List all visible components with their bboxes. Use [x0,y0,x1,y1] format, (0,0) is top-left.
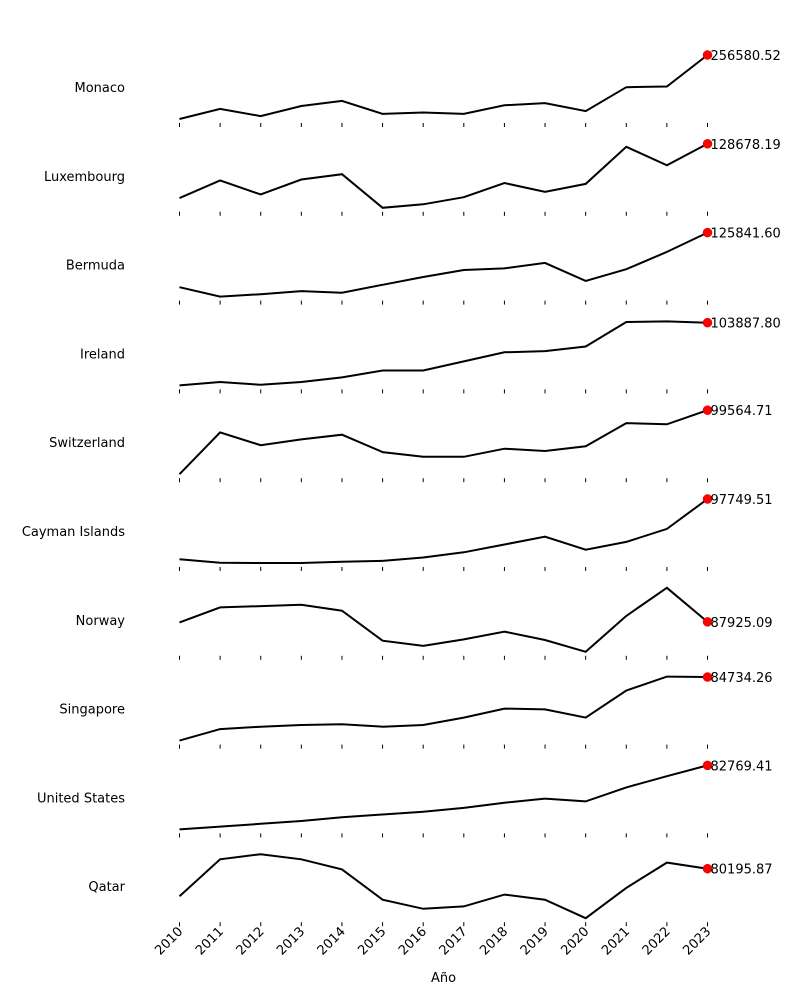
x-tick-label: 2021 [599,924,633,958]
series-line [179,586,709,653]
series-label: Luxembourg [44,170,125,185]
x-tick-label: 2017 [437,924,471,958]
series-label: Norway [76,614,126,629]
x-tick-label: 2018 [477,924,511,958]
last-point-marker [702,672,713,682]
series-line [179,320,708,387]
last-point-marker [702,494,713,504]
last-point-marker [702,139,713,149]
panel-qatar: Qatar 80195.87 [88,853,773,927]
last-point-marker [702,317,713,328]
last-point-marker [702,405,713,415]
last-value-label: 256580.52 [711,49,781,64]
series-label: Cayman Islands [22,525,125,540]
last-value-label: 99564.71 [711,404,773,419]
x-tick-label: 2015 [355,924,389,958]
panel-luxembourg: Luxembourg 128678.19 [44,138,781,216]
x-tick-label: 2011 [193,924,227,958]
series-line [179,675,708,742]
series-line [178,409,708,475]
panel-cayman-islands: Cayman Islands 97749.51 [22,493,773,571]
panel-bermuda: Bermuda 125841.60 [66,227,781,305]
last-point-marker [702,617,713,627]
x-tick-label: 2016 [396,924,430,958]
series-label: Singapore [59,703,125,718]
last-value-label: 128678.19 [711,138,781,153]
series-line [179,142,708,209]
x-tick-label: 2022 [640,924,674,958]
series-line [179,231,708,298]
last-value-label: 125841.60 [711,227,781,242]
panel-switzerland: Switzerland 99564.71 [49,404,773,483]
series-label: Qatar [88,880,125,895]
last-value-label: 87925.09 [711,616,773,631]
last-point-marker [702,863,713,874]
panel-monaco: Monaco 256580.52 [75,49,781,127]
x-tick-label: 2020 [558,924,592,958]
x-tick-label: 2012 [234,924,268,958]
series-label: Ireland [80,347,125,362]
last-point-marker [702,227,713,238]
x-tick-label: 2010 [152,924,186,958]
panel-ireland: Ireland 103887.80 [80,317,781,394]
x-axis-label: Año [431,971,456,986]
x-tick-label: 2013 [274,924,308,958]
x-tick-label: 2014 [315,924,349,958]
last-value-label: 97749.51 [711,493,773,508]
series-label: Monaco [75,81,126,96]
series-label: Switzerland [49,436,125,451]
last-value-label: 103887.80 [711,317,781,332]
x-tick-label: 2023 [680,924,714,958]
last-value-label: 82769.41 [711,759,773,774]
series-label: Bermuda [66,259,125,274]
series-line [178,853,708,920]
last-value-label: 84734.26 [711,671,773,686]
panel-norway: Norway 87925.09 [76,586,773,660]
series-line [179,54,709,120]
series-line [179,764,708,831]
last-value-label: 80195.87 [711,863,773,878]
series-label: United States [37,791,125,806]
series-line [179,498,709,564]
panel-united-states: United States 82769.41 [37,759,773,838]
last-point-marker [702,50,713,60]
x-tick-label: 2019 [518,924,552,958]
panel-singapore: Singapore 84734.26 [59,671,773,749]
last-point-marker [702,760,713,771]
